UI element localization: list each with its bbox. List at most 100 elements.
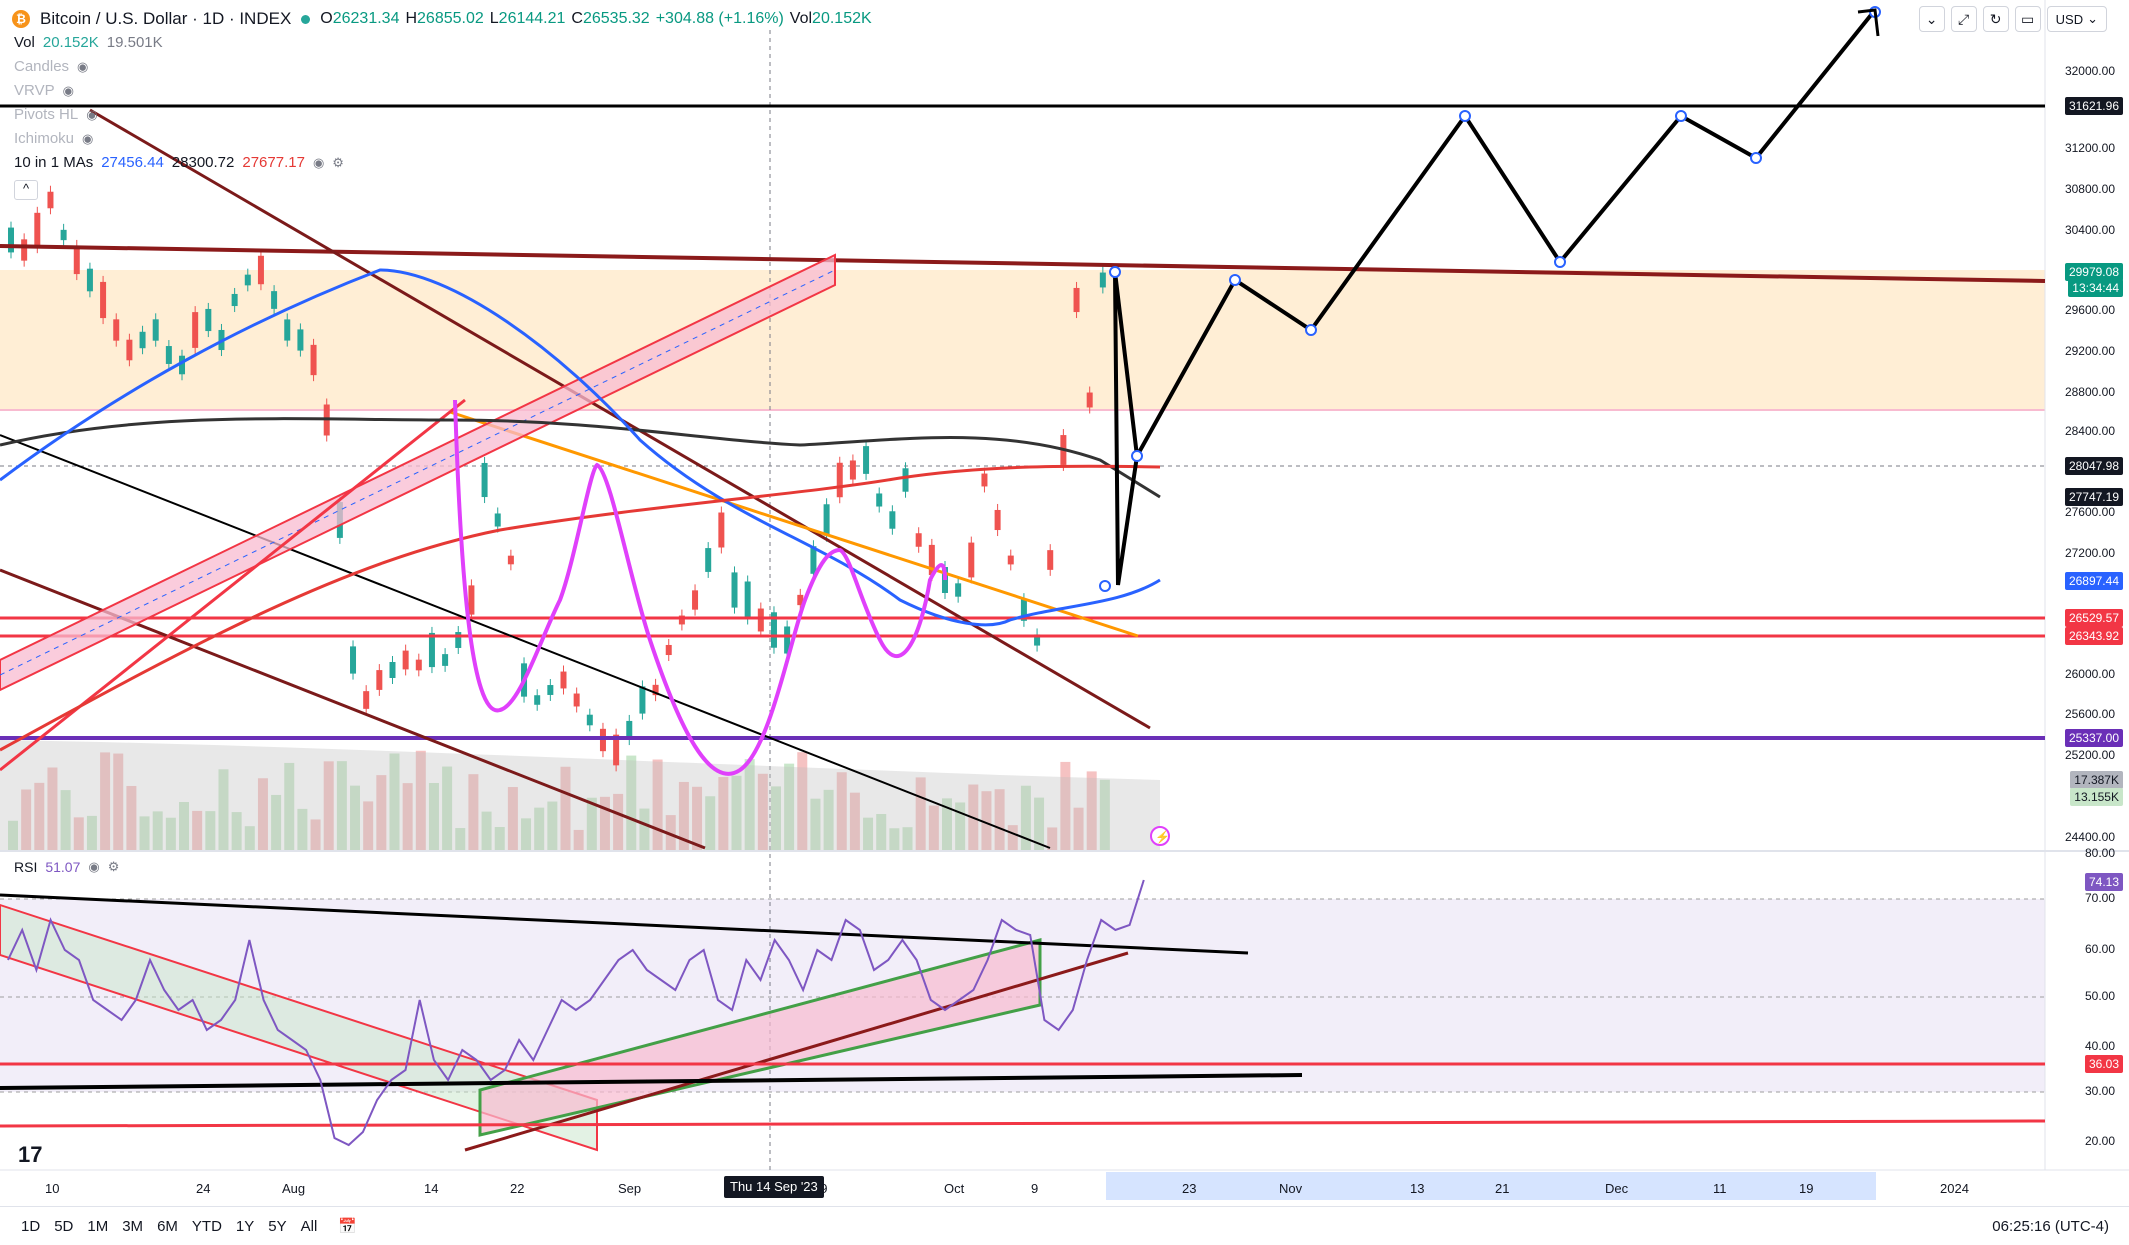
rsi-ascending-line[interactable] <box>464 951 1129 1152</box>
settings-icon[interactable]: ⚙ <box>107 859 120 874</box>
timeframe-button[interactable]: 1Y <box>235 1217 255 1235</box>
descending-trendline-black[interactable] <box>0 434 1051 849</box>
tradingview-logo[interactable]: 17 <box>18 1142 43 1167</box>
price-badge: 27747.19 <box>2064 488 2123 506</box>
hidden-eye-icon[interactable]: ◉ <box>82 130 94 146</box>
candle-body <box>626 720 633 740</box>
chevron-down-icon[interactable]: ⌄ <box>1918 6 1945 32</box>
price-tick-label: 25600.00 <box>2064 707 2115 721</box>
supply-zone <box>0 270 2045 410</box>
candle-body <box>1047 550 1054 570</box>
price-tick-label: 31200.00 <box>2064 141 2115 155</box>
candle-body <box>257 255 264 285</box>
candle-body <box>1034 634 1041 646</box>
candles-legend[interactable]: Candles ◉ <box>14 58 89 75</box>
candle-body <box>428 632 435 668</box>
hidden-eye-icon[interactable]: ◉ <box>77 58 89 74</box>
price-tick-label: 28800.00 <box>2064 385 2115 399</box>
timeframe-button[interactable]: 1M <box>87 1217 109 1235</box>
rsi-level-red-low[interactable] <box>0 1119 2046 1128</box>
symbol-legend[interactable]: ₿ Bitcoin / U.S. Dollar · 1D · INDEX O26… <box>12 6 872 32</box>
volume-bar <box>1073 807 1084 850</box>
future-range-highlight <box>1106 1172 1876 1200</box>
volume-histogram <box>8 750 1110 850</box>
pivots-legend[interactable]: Pivots HL ◉ <box>14 106 98 123</box>
magenta-pattern[interactable] <box>453 399 947 776</box>
rsi-horizontal-black[interactable] <box>0 1073 1303 1090</box>
volume-bar <box>810 798 821 850</box>
volume-bar <box>21 789 32 850</box>
refresh-icon[interactable]: ↻ <box>1982 6 2009 32</box>
volume-legend[interactable]: Vol 20.152K 19.501K <box>14 34 163 51</box>
volume-bar <box>849 792 860 850</box>
candle-body <box>784 626 791 654</box>
timeframe-button[interactable]: 3M <box>122 1217 144 1235</box>
candle-body <box>639 686 646 714</box>
rsi-tick-label: 20.00 <box>2084 1134 2115 1148</box>
volume-bar <box>1007 825 1018 850</box>
candle-body <box>205 308 212 332</box>
volume-bar <box>928 805 939 850</box>
timeframe-button[interactable]: 6M <box>157 1217 178 1235</box>
volume-bar <box>100 752 111 850</box>
ma-legend[interactable]: 10 in 1 MAs 27456.44 28300.72 27677.17 ◉… <box>14 154 344 171</box>
candle-body <box>113 319 120 341</box>
layout-icon[interactable]: ▭ <box>2014 6 2041 32</box>
volume-bar <box>955 802 966 850</box>
rsi-ascending-channel[interactable] <box>478 938 1042 1137</box>
currency-select[interactable]: USD ⌄ <box>2046 6 2107 32</box>
price-tick-label: 29200.00 <box>2064 344 2115 358</box>
candle-body <box>928 544 935 576</box>
expand-icon[interactable]: ⤢ <box>1950 6 1977 32</box>
collapse-legend-button[interactable]: ^ <box>14 180 38 200</box>
volume-bar <box>455 828 466 850</box>
svg-text:⚡: ⚡ <box>1155 830 1170 844</box>
ma-blue <box>0 268 1161 627</box>
settings-icon[interactable]: ⚙ <box>332 154 344 170</box>
candle-body <box>139 331 146 349</box>
candle-body <box>981 473 988 487</box>
volume-bar <box>1099 779 1110 850</box>
volume-bar <box>744 759 755 850</box>
candle-body <box>455 632 462 648</box>
time-tick-label: 11 <box>1713 1181 1727 1196</box>
volume-bar <box>218 769 229 850</box>
rsi-descending-channel[interactable] <box>0 903 598 1152</box>
symbol-title[interactable]: Bitcoin / U.S. Dollar · 1D · INDEX <box>40 9 292 28</box>
lightning-icon[interactable] <box>1150 826 1170 846</box>
vrvp-legend[interactable]: VRVP ◉ <box>14 82 74 99</box>
ascending-red-line[interactable] <box>0 398 466 772</box>
price-tick-label: 30400.00 <box>2064 223 2115 237</box>
timeframe-button[interactable]: All <box>300 1217 318 1235</box>
projection-nodes[interactable] <box>1099 6 1881 592</box>
ichimoku-legend[interactable]: Ichimoku ◉ <box>14 130 94 147</box>
candle-body <box>757 608 764 632</box>
volume-bar <box>389 753 400 850</box>
rsi-descending-black[interactable] <box>0 893 1249 955</box>
volume-bar <box>284 762 295 850</box>
candle-body <box>297 329 304 351</box>
date-range-icon[interactable]: 📅 <box>338 1218 357 1235</box>
clock[interactable]: 06:25:16 (UTC-4) <box>1992 1217 2109 1235</box>
timeframe-button[interactable]: YTD <box>191 1217 222 1235</box>
hidden-eye-icon[interactable]: ◉ <box>62 82 74 98</box>
descending-resistance-line[interactable] <box>0 244 2046 283</box>
ohlc-values: O26231.34 H26855.02 L26144.21 C26535.32 … <box>320 10 872 27</box>
volume-bar <box>941 798 952 850</box>
timeframe-button[interactable]: 5Y <box>268 1217 287 1235</box>
candle-body <box>231 293 238 307</box>
price-badge: 28047.98 <box>2064 457 2123 475</box>
timeframe-button[interactable]: 5D <box>54 1217 74 1235</box>
rsi-legend[interactable]: RSI 51.07 ◉ ⚙ <box>14 859 120 875</box>
eye-icon[interactable]: ◉ <box>312 154 325 170</box>
timeframe-button[interactable]: 1D <box>21 1217 41 1235</box>
orange-neckline[interactable] <box>449 410 1139 638</box>
volume-bar <box>494 827 505 850</box>
price-badge: 25337.00 <box>2064 729 2123 747</box>
eye-icon[interactable]: ◉ <box>88 859 100 874</box>
rsi-badge: 74.13 <box>2084 873 2123 891</box>
candle-body <box>310 344 317 376</box>
hidden-eye-icon[interactable]: ◉ <box>86 106 98 122</box>
price-badge: 26343.92 <box>2064 627 2123 645</box>
